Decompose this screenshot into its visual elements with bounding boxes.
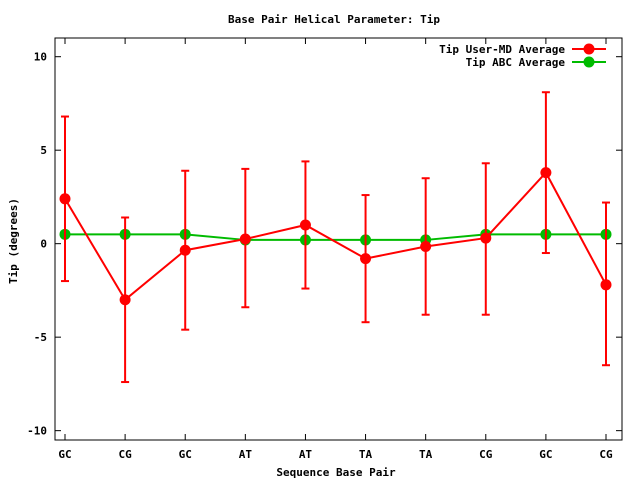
data-point — [119, 294, 131, 306]
chart-title: Base Pair Helical Parameter: Tip — [228, 13, 440, 26]
y-tick-label: 0 — [40, 238, 47, 251]
data-point — [600, 279, 612, 291]
data-point — [420, 240, 432, 252]
data-point — [239, 233, 251, 245]
legend-label: Tip User-MD Average — [439, 43, 565, 56]
plot-area — [54, 37, 623, 441]
legend-label: Tip ABC Average — [466, 56, 566, 69]
data-point — [480, 232, 492, 244]
data-point — [59, 193, 71, 205]
series-line — [64, 170, 607, 302]
series-user-md — [59, 91, 612, 384]
data-point — [179, 244, 191, 256]
x-tick-label: CG — [479, 448, 493, 461]
x-tick-label: TA — [419, 448, 433, 461]
series-line — [65, 233, 606, 241]
x-axis-label: Sequence Base Pair — [276, 466, 396, 479]
x-tick-label: GC — [539, 448, 552, 461]
x-tick-label: GC — [179, 448, 192, 461]
y-tick-label: 5 — [40, 144, 47, 157]
y-tick-label: 10 — [34, 51, 47, 64]
x-tick-label: TA — [359, 448, 373, 461]
x-tick-label: CG — [599, 448, 613, 461]
data-point — [360, 253, 372, 265]
x-tick-label: GC — [58, 448, 71, 461]
x-tick-label: AT — [239, 448, 253, 461]
data-point — [540, 167, 552, 179]
legend-marker — [583, 43, 595, 55]
data-point — [299, 219, 311, 231]
y-tick-label: -5 — [34, 331, 47, 344]
y-axis-label: Tip (degrees) — [7, 198, 20, 284]
x-tick-label: AT — [299, 448, 313, 461]
y-tick-label: -10 — [27, 425, 47, 438]
legend-marker — [583, 56, 595, 68]
x-tick-label: CG — [118, 448, 132, 461]
